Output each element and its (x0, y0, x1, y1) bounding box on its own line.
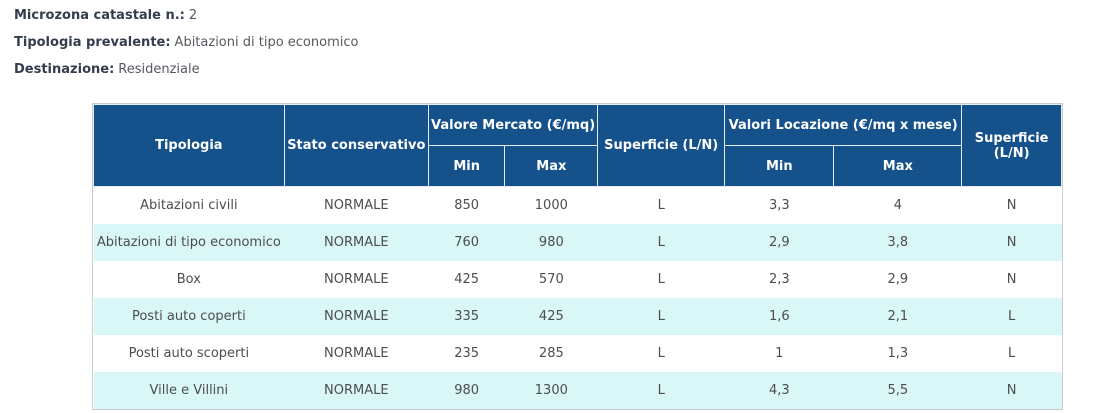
cell-superficie-1: L (657, 234, 665, 250)
column-header-stato-conservativo: Stato conservativo (283, 104, 429, 187)
column-header-vl-min: Min (724, 145, 835, 187)
cell-valore-mercato-max: 285 (538, 345, 564, 361)
info-value: Abitazioni di tipo economico (174, 35, 359, 50)
omi-values-table-container: Tipologia Stato conservativo Valore Merc… (92, 103, 1063, 410)
cell-superficie-1: L (657, 271, 665, 287)
cell-stato-conservativo: NORMALE (324, 308, 389, 324)
cell-tipologia: Abitazioni civili (140, 197, 238, 213)
table-row: Abitazioni civili NORMALE 850 1000 L 3,3… (93, 186, 1062, 224)
cell-superficie-2: N (1006, 197, 1017, 213)
cell-valore-mercato-max: 570 (538, 271, 564, 287)
cell-valori-locazione-max: 2,9 (887, 271, 909, 287)
table-row: Ville e Villini NORMALE 980 1300 L 4,3 5… (93, 371, 1062, 409)
cell-superficie-1: L (657, 308, 665, 324)
column-header-superficie-1: Superficie (L/N) (597, 104, 726, 187)
cell-valore-mercato-max: 980 (538, 234, 564, 250)
cell-valore-mercato-min: 425 (454, 271, 480, 287)
cell-superficie-1: L (657, 382, 665, 398)
cell-valori-locazione-min: 3,3 (768, 197, 790, 213)
cell-superficie-2: N (1006, 382, 1017, 398)
cell-valori-locazione-min: 4,3 (768, 382, 790, 398)
column-header-vm-min: Min (427, 145, 506, 187)
info-label: Tipologia prevalente: (14, 35, 171, 50)
table-row: Abitazioni di tipo economico NORMALE 760… (93, 223, 1062, 261)
table-row: Posti auto scoperti NORMALE 235 285 L 1 … (93, 334, 1062, 372)
cell-superficie-2: L (1007, 308, 1016, 324)
info-line-destinazione: Destinazione: Residenziale (14, 60, 358, 87)
cell-valore-mercato-min: 760 (454, 234, 480, 250)
table-row: Posti auto coperti NORMALE 335 425 L 1,6… (93, 297, 1062, 335)
table-body: Abitazioni civili NORMALE 850 1000 L 3,3… (93, 186, 1062, 409)
cell-valore-mercato-max: 1000 (534, 197, 568, 213)
microzone-info: Microzona catastale n.: 2 Tipologia preva… (14, 6, 358, 87)
cell-stato-conservativo: NORMALE (324, 382, 389, 398)
cell-valori-locazione-min: 1,6 (768, 308, 790, 324)
cell-valori-locazione-min: 2,3 (768, 271, 790, 287)
omi-values-table: Tipologia Stato conservativo Valore Merc… (93, 104, 1062, 409)
header-row-minmax: Min Max Min Max (94, 145, 1062, 187)
cell-stato-conservativo: NORMALE (324, 197, 389, 213)
cell-valori-locazione-max: 2,1 (887, 308, 909, 324)
cell-tipologia: Ville e Villini (149, 382, 229, 398)
cell-tipologia: Abitazioni di tipo economico (96, 234, 281, 250)
info-label: Destinazione: (14, 62, 115, 77)
cell-valore-mercato-min: 850 (454, 197, 480, 213)
cell-stato-conservativo: NORMALE (324, 234, 389, 250)
info-line-tipologia-prevalente: Tipologia prevalente: Abitazioni di tipo … (14, 33, 358, 60)
column-header-superficie-2: Superficie (L/N) (961, 104, 1062, 187)
cell-valori-locazione-min: 1 (775, 345, 784, 361)
cell-valore-mercato-min: 335 (454, 308, 480, 324)
cell-superficie-1: L (657, 197, 665, 213)
cell-superficie-2: L (1007, 345, 1016, 361)
cell-superficie-1: L (657, 345, 665, 361)
info-label: Microzona catastale n.: (14, 8, 185, 23)
table-row: Box NORMALE 425 570 L 2,3 2,9 N (93, 260, 1062, 298)
cell-valore-mercato-max: 1300 (534, 382, 568, 398)
cell-superficie-2: N (1006, 234, 1017, 250)
cell-superficie-2: N (1006, 271, 1017, 287)
cell-valori-locazione-min: 2,9 (768, 234, 790, 250)
column-header-valori-locazione: Valori Locazione (€/mq x mese) (724, 104, 963, 146)
info-line-microzona: Microzona catastale n.: 2 (14, 6, 358, 33)
table-header: Tipologia Stato conservativo Valore Merc… (93, 104, 1062, 187)
cell-tipologia: Posti auto scoperti (128, 345, 250, 361)
cell-valori-locazione-max: 1,3 (887, 345, 909, 361)
cell-valori-locazione-max: 4 (893, 197, 902, 213)
cell-valore-mercato-max: 425 (538, 308, 564, 324)
cell-valore-mercato-min: 980 (454, 382, 480, 398)
cell-valore-mercato-min: 235 (454, 345, 480, 361)
cell-stato-conservativo: NORMALE (324, 345, 389, 361)
column-header-vm-max: Max (504, 145, 599, 187)
header-row-groups: Tipologia Stato conservativo Valore Merc… (93, 104, 1062, 187)
cell-stato-conservativo: NORMALE (324, 271, 389, 287)
info-value: 2 (188, 8, 198, 23)
column-header-valore-mercato: Valore Mercato (€/mq) (427, 104, 599, 146)
cell-valori-locazione-max: 5,5 (887, 382, 909, 398)
column-header-vl-max: Max (833, 145, 963, 187)
cell-valori-locazione-max: 3,8 (887, 234, 909, 250)
cell-tipologia: Posti auto coperti (131, 308, 246, 324)
column-header-tipologia: Tipologia (93, 104, 285, 187)
cell-tipologia: Box (176, 271, 201, 287)
info-value: Residenziale (118, 62, 200, 77)
